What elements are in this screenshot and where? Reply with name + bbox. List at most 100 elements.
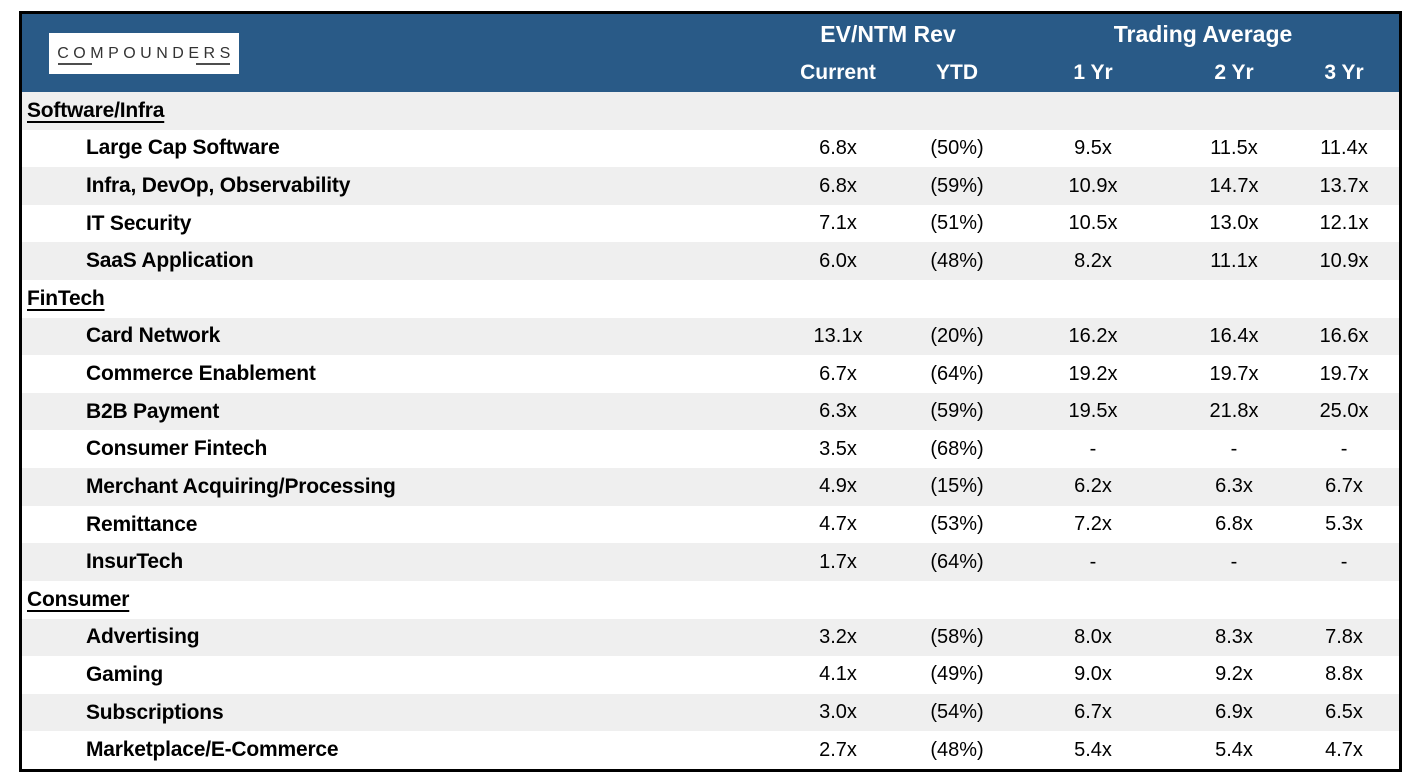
value-cell: -	[1089, 550, 1097, 573]
value-cell: -	[1230, 550, 1238, 573]
value-cell: (51%)	[930, 212, 984, 235]
empty-cell	[769, 280, 907, 318]
table-row: Consumer Fintech 3.5x (68%) - - -	[22, 430, 1399, 469]
row-label: Infra, DevOp, Observability	[86, 174, 351, 198]
table-row: Commerce Enablement 6.7x (64%) 19.2x 19.7x 19…	[22, 355, 1399, 393]
table-row: Merchant Acquiring/Processing 4.9x (15%) 6.…	[22, 468, 1399, 506]
empty-cell	[769, 92, 907, 130]
value-cell: 12.1x	[1319, 212, 1369, 235]
value-cell: (15%)	[930, 475, 984, 498]
table-row: InsurTech 1.7x (64%) - - -	[22, 543, 1399, 581]
row-label: Remittance	[86, 512, 198, 536]
column-header-ytd: YTD	[907, 54, 1008, 92]
value-cell: 6.5x	[1325, 701, 1363, 724]
value-cell: (64%)	[930, 362, 984, 385]
row-label: Consumer Fintech	[86, 437, 268, 461]
value-cell: 6.7x	[819, 362, 857, 385]
value-cell: 4.7x	[1325, 738, 1363, 761]
logo-header-cell: COMPOUNDERS	[22, 14, 769, 92]
value-cell: (20%)	[930, 324, 984, 347]
table-header: COMPOUNDERS EV/NTM Rev Trading Average C…	[22, 14, 1399, 92]
value-cell: (54%)	[930, 701, 984, 724]
table-row: SaaS Application 6.0x (48%) 8.2x 11.1x 10.9x	[22, 242, 1399, 281]
row-label: SaaS Application	[86, 249, 254, 273]
empty-cell	[1007, 280, 1179, 318]
value-cell: 9.0x	[1074, 663, 1112, 686]
value-cell: 10.9x	[1068, 174, 1118, 197]
value-cell: (68%)	[930, 437, 984, 460]
value-cell: -	[1340, 437, 1348, 460]
logo-underline-right	[196, 63, 230, 65]
value-cell: 7.1x	[819, 212, 857, 235]
logo-underline-left	[58, 63, 92, 65]
header-columns-row: Current YTD 1 Yr 2 Yr 3 Yr	[22, 54, 1399, 92]
column-group-trading-average: Trading Average	[1007, 14, 1399, 54]
table-row: Marketplace/E-Commerce 2.7x (48%) 5.4x 5.4x 4…	[22, 731, 1399, 769]
value-cell: (49%)	[930, 663, 984, 686]
value-cell: 10.9x	[1319, 249, 1369, 272]
section-label: Software/Infra	[27, 98, 165, 122]
value-cell: 5.3x	[1325, 513, 1363, 535]
row-label: IT Security	[86, 211, 192, 235]
value-cell: 6.8x	[819, 136, 857, 159]
table-body: Software/Infra Large Cap Software 6.8x (50%…	[22, 92, 1399, 769]
empty-cell	[907, 280, 1007, 318]
value-cell: (59%)	[930, 174, 984, 197]
value-cell: 3.5x	[819, 437, 857, 460]
table-row: Large Cap Software 6.8x (50%) 9.5x 11.5x 11.4…	[22, 129, 1399, 168]
empty-cell	[1289, 581, 1399, 619]
table-row: Card Network 13.1x (20%) 16.2x 16.4x 16.6x	[22, 317, 1399, 356]
value-cell: 11.1x	[1210, 249, 1258, 272]
value-cell: 6.0x	[819, 249, 857, 272]
row-label: Gaming	[86, 662, 163, 686]
empty-cell	[1179, 280, 1289, 318]
table-row: B2B Payment 6.3x (59%) 19.5x 21.8x 25.0x	[22, 392, 1399, 431]
value-cell: 16.4x	[1209, 324, 1259, 347]
value-cell: (59%)	[930, 400, 984, 423]
value-cell: -	[1340, 550, 1348, 573]
value-cell: 16.6x	[1319, 324, 1369, 347]
value-cell: 16.2x	[1068, 324, 1118, 347]
empty-cell	[1289, 92, 1399, 130]
value-cell: (50%)	[930, 136, 984, 159]
value-cell: 7.8x	[1325, 625, 1363, 648]
value-cell: 6.8x	[1215, 513, 1253, 535]
value-cell: 3.2x	[819, 625, 857, 648]
value-cell: -	[1230, 437, 1238, 460]
column-header-1yr: 1 Yr	[1007, 54, 1180, 92]
value-cell: 11.5x	[1210, 136, 1258, 159]
table-row: Remittance 4.7x (53%) 7.2x 6.8x 5.3x	[22, 505, 1399, 544]
value-cell: (64%)	[930, 550, 984, 573]
value-cell: 25.0x	[1319, 400, 1369, 423]
value-cell: 19.2x	[1068, 362, 1118, 385]
table-row: Subscriptions 3.0x (54%) 6.7x 6.9x 6.5x	[22, 693, 1399, 732]
value-cell: 9.2x	[1215, 663, 1253, 686]
empty-cell	[907, 92, 1007, 130]
column-group-ev-ntm-rev: EV/NTM Rev	[769, 14, 1008, 54]
value-cell: 6.3x	[819, 400, 857, 423]
table-row: Infra, DevOp, Observability 6.8x (59%) 10.9…	[22, 167, 1399, 205]
value-cell: 8.2x	[1074, 249, 1112, 272]
section-row: Software/Infra	[22, 92, 1399, 130]
value-cell: 5.4x	[1215, 738, 1253, 761]
value-cell: 1.7x	[819, 550, 857, 573]
empty-cell	[1007, 581, 1179, 619]
value-cell: 8.3x	[1215, 625, 1253, 648]
value-cell: 5.4x	[1074, 738, 1112, 761]
value-cell: 13.1x	[813, 324, 863, 347]
empty-cell	[907, 581, 1007, 619]
empty-cell	[1007, 92, 1179, 130]
value-cell: 9.5x	[1074, 136, 1112, 159]
column-header-3yr: 3 Yr	[1289, 54, 1399, 92]
row-label: Subscriptions	[86, 700, 224, 724]
table-row: IT Security 7.1x (51%) 10.5x 13.0x 12.1x	[22, 204, 1399, 243]
value-cell: 7.2x	[1074, 513, 1112, 535]
value-cell: 6.8x	[819, 174, 857, 197]
value-cell: 6.2x	[1074, 475, 1112, 498]
logo-text: COMPOUNDERS	[57, 44, 235, 62]
value-cell: 21.8x	[1209, 400, 1259, 423]
value-cell: (58%)	[930, 625, 984, 648]
value-cell: 6.9x	[1215, 701, 1253, 724]
column-header-2yr: 2 Yr	[1179, 54, 1290, 92]
value-cell: 4.7x	[819, 513, 857, 535]
